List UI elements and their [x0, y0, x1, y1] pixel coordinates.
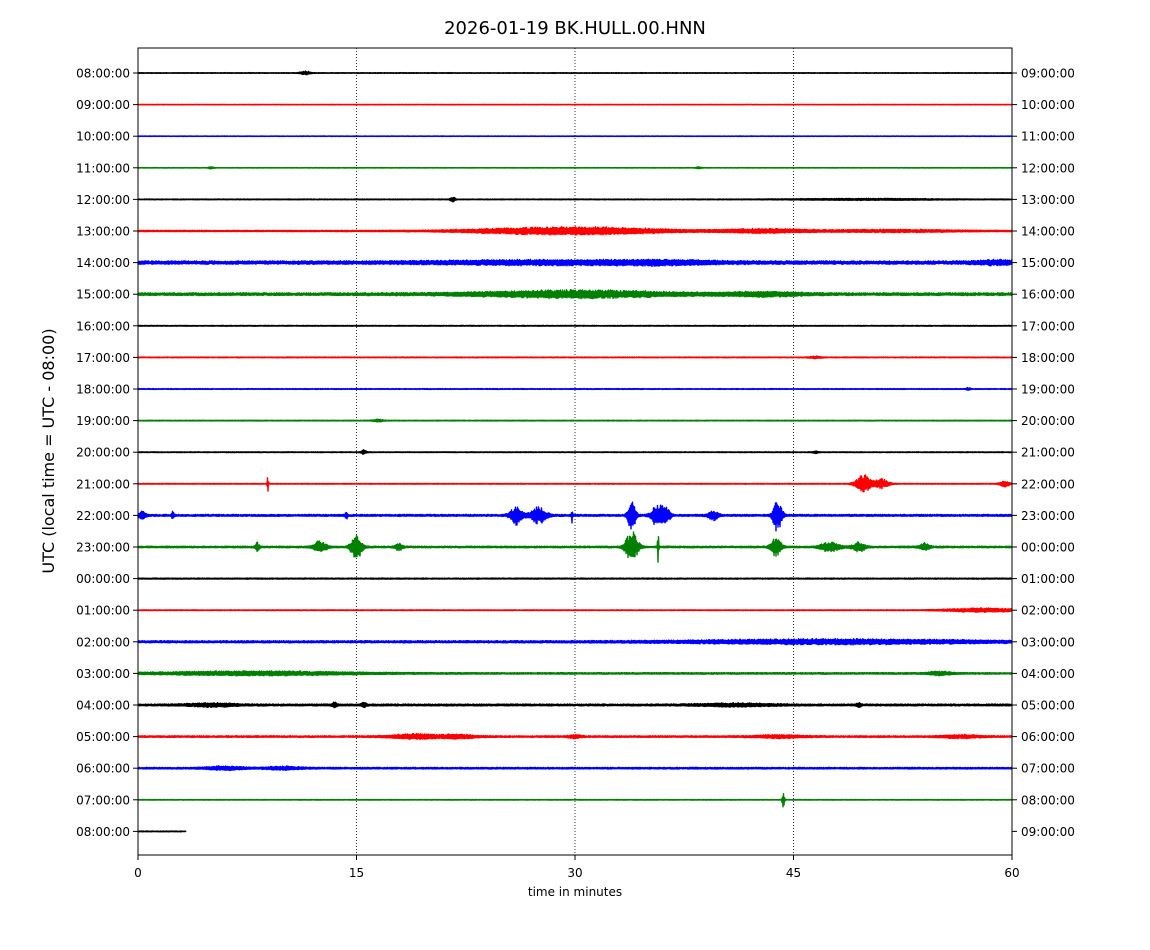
x-tick-label: 30	[567, 866, 582, 880]
left-tick-label: 00:00:00	[76, 572, 130, 586]
left-tick-label: 23:00:00	[76, 541, 130, 555]
left-tick-label: 10:00:00	[76, 130, 130, 144]
chart-title: 2026-01-19 BK.HULL.00.HNN	[444, 18, 706, 39]
right-tick-label: 03:00:00	[1021, 635, 1075, 649]
right-tick-label: 01:00:00	[1021, 572, 1075, 586]
right-tick-label: 13:00:00	[1021, 193, 1075, 207]
right-tick-label: 22:00:00	[1021, 477, 1075, 491]
right-tick-label: 17:00:00	[1021, 319, 1075, 333]
trace-row-3	[137, 166, 1013, 170]
right-tick-label: 06:00:00	[1021, 730, 1075, 744]
x-tick-label: 45	[786, 866, 801, 880]
trace-row-9	[137, 355, 1013, 360]
left-tick-label: 01:00:00	[76, 604, 130, 618]
right-tick-label: 19:00:00	[1021, 383, 1075, 397]
left-tick-label: 08:00:00	[76, 825, 130, 839]
left-tick-label: 16:00:00	[76, 319, 130, 333]
left-tick-label: 03:00:00	[76, 667, 130, 681]
trace-row-19	[137, 670, 1013, 677]
trace-row-20	[137, 701, 1013, 709]
trace-row-24	[137, 830, 187, 833]
trace-row-5	[137, 226, 1013, 236]
trace-row-4	[137, 196, 1013, 203]
x-tick-label: 0	[134, 866, 142, 880]
left-tick-label: 14:00:00	[76, 256, 130, 270]
left-tick-label: 12:00:00	[76, 193, 130, 207]
trace-row-15	[137, 531, 1013, 563]
right-tick-label: 04:00:00	[1021, 667, 1075, 681]
trace-row-16	[137, 577, 1013, 580]
right-tick-label: 21:00:00	[1021, 446, 1075, 460]
right-tick-label: 12:00:00	[1021, 161, 1075, 175]
left-tick-label: 05:00:00	[76, 730, 130, 744]
right-tick-label: 09:00:00	[1021, 825, 1075, 839]
right-tick-label: 10:00:00	[1021, 98, 1075, 112]
y-axis-label: UTC (local time = UTC - 08:00)	[39, 328, 58, 573]
x-tick-label: 15	[349, 866, 364, 880]
left-tick-label: 02:00:00	[76, 635, 130, 649]
trace-row-22	[137, 765, 1013, 772]
left-tick-label: 17:00:00	[76, 351, 130, 365]
left-tick-label: 08:00:00	[76, 67, 130, 81]
trace-row-21	[137, 732, 1013, 741]
x-axis-label: time in minutes	[528, 885, 622, 899]
trace-row-13	[137, 474, 1013, 493]
right-tick-label: 16:00:00	[1021, 288, 1075, 302]
trace-row-1	[137, 103, 1013, 106]
trace-row-18	[137, 637, 1013, 646]
right-tick-label: 20:00:00	[1021, 414, 1075, 428]
trace-row-10	[137, 386, 1013, 391]
seismic-traces	[137, 70, 1013, 833]
trace-row-11	[137, 418, 1013, 423]
right-tick-label: 15:00:00	[1021, 256, 1075, 270]
left-tick-label: 04:00:00	[76, 699, 130, 713]
right-tick-label: 07:00:00	[1021, 762, 1075, 776]
right-tick-label: 02:00:00	[1021, 604, 1075, 618]
x-axis-ticks: 0 15 30 45 60	[134, 855, 1020, 880]
right-tick-label: 09:00:00	[1021, 67, 1075, 81]
grid-lines	[356, 48, 794, 855]
x-tick-label: 60	[1004, 866, 1019, 880]
left-tick-label: 13:00:00	[76, 225, 130, 239]
left-tick-label: 21:00:00	[76, 477, 130, 491]
trace-row-8	[137, 324, 1013, 327]
left-tick-label: 07:00:00	[76, 793, 130, 807]
trace-row-17	[137, 607, 1013, 614]
trace-row-14	[137, 501, 1013, 532]
left-tick-label: 11:00:00	[76, 161, 130, 175]
left-tick-label: 18:00:00	[76, 383, 130, 397]
trace-row-12	[137, 449, 1013, 456]
trace-row-7	[137, 289, 1013, 300]
right-tick-label: 05:00:00	[1021, 699, 1075, 713]
right-tick-label: 11:00:00	[1021, 130, 1075, 144]
left-tick-label: 15:00:00	[76, 288, 130, 302]
trace-row-6	[137, 258, 1013, 268]
right-tick-label: 08:00:00	[1021, 793, 1075, 807]
right-tick-label: 23:00:00	[1021, 509, 1075, 523]
trace-row-23	[137, 793, 1013, 808]
right-tick-label: 00:00:00	[1021, 541, 1075, 555]
right-tick-label: 14:00:00	[1021, 225, 1075, 239]
right-tick-label: 18:00:00	[1021, 351, 1075, 365]
right-y-ticks: 09:00:00 10:00:00 11:00:00 12:00:00 13:00:00…	[1012, 67, 1075, 839]
trace-row-2	[137, 135, 1013, 138]
trace-row-0	[137, 70, 1013, 76]
left-tick-label: 09:00:00	[76, 98, 130, 112]
left-tick-label: 22:00:00	[76, 509, 130, 523]
left-tick-label: 20:00:00	[76, 446, 130, 460]
left-tick-label: 06:00:00	[76, 762, 130, 776]
left-tick-label: 19:00:00	[76, 414, 130, 428]
left-y-ticks: 08:00:00 09:00:00 10:00:00 11:00:00 12:00:00…	[76, 67, 138, 839]
